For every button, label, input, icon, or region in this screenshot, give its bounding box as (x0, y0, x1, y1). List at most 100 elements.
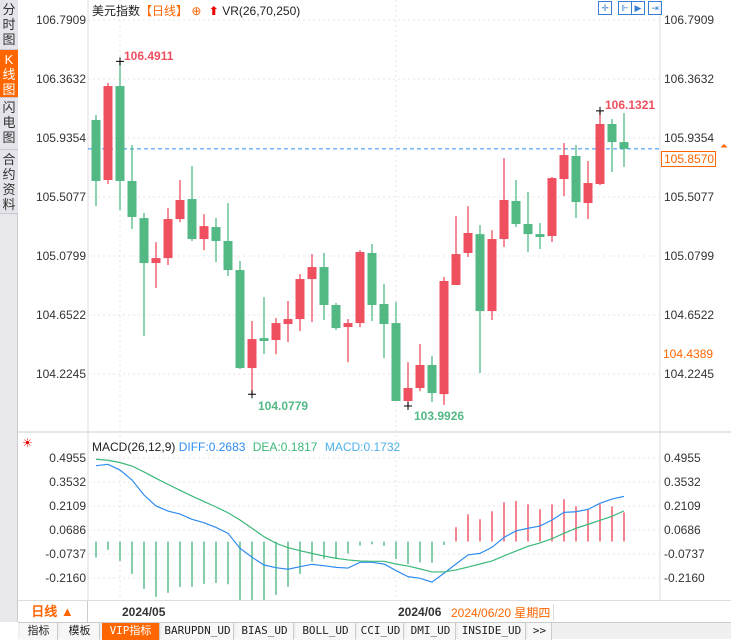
candle-body (607, 124, 617, 143)
candle-body (487, 239, 497, 312)
candle-body (595, 124, 605, 185)
macd-title: MACD(26,12,9) (92, 440, 176, 454)
price-tick-right: 104.2245 (664, 367, 715, 382)
macd-tick-left: 0.2109 (49, 499, 86, 513)
candle-body (211, 227, 221, 241)
macd-tick-left: -0.0737 (45, 547, 86, 561)
candle-body (547, 178, 557, 237)
high-label: 106.4911 (124, 49, 174, 63)
marker-price: 104.4389 (663, 347, 714, 361)
dea-value: DEA:0.1817 (252, 440, 318, 454)
candle-body (379, 304, 389, 325)
price-tick-left: 106.7909 (35, 13, 86, 27)
low-label: 104.0779 (258, 399, 309, 413)
price-tick-right: 106.7909 (664, 13, 715, 27)
candle-body (103, 86, 113, 181)
tab-cci-ud[interactable]: CCI_UD (358, 623, 404, 640)
price-tick-right: 104.6522 (664, 308, 715, 323)
candle-body (223, 240, 233, 271)
candle-body (151, 258, 161, 264)
candle-body (475, 234, 485, 312)
candle-body (175, 200, 185, 220)
cursor-date: 2024/06/20 星期四 (451, 604, 555, 621)
price-tick-left: 105.0799 (35, 249, 86, 264)
add-icon[interactable]: ⊕ (191, 4, 202, 18)
tab-boll-ud[interactable]: BOLL_UD (296, 623, 356, 640)
candle-body (511, 200, 521, 225)
tab-bias-ud[interactable]: BIAS_UD (236, 623, 294, 640)
settings-sun-icon[interactable]: ☀ (22, 436, 33, 450)
candle-body (235, 270, 245, 369)
candle-body (307, 267, 317, 280)
candle-body (139, 218, 149, 264)
price-tick-left: 104.2245 (35, 367, 86, 382)
sidebar-tab-kline[interactable]: K线图 (0, 50, 18, 98)
tab-vip[interactable]: VIP指标 (102, 623, 160, 640)
candle-body (343, 323, 353, 328)
crosshair-icon[interactable]: ✛ (598, 1, 612, 15)
price-tick-left: 104.6522 (35, 308, 86, 323)
macd-tick-left: 0.3532 (49, 475, 86, 489)
macd-tick-right: 0.4955 (664, 451, 701, 465)
date-label: 2024/05 (122, 605, 166, 619)
diff-line (95, 463, 625, 583)
price-tick-right: 105.0799 (664, 249, 715, 264)
tab-inside-ud[interactable]: INSIDE_UD (458, 623, 526, 640)
tab-[interactable]: 指标 (20, 623, 58, 640)
goto-end-icon[interactable]: ⇥ (648, 1, 662, 15)
diff-value: DIFF:0.2683 (178, 440, 246, 454)
extreme-marker (116, 57, 124, 66)
expand-up-icon[interactable]: ⏶ (720, 141, 728, 152)
indicator-tab-bar: 指标 模板 VIP指标 BARUPDN_UD BIAS_UD BOLL_UD CCI_UD D… (18, 622, 731, 640)
macd-legend: MACD(26,12,9) DIFF:0.2683 DEA:0.1817 MAC… (92, 440, 400, 454)
low-label: 103.9926 (414, 409, 465, 423)
sidebar-tab-contract-info[interactable]: 合约资料 (0, 150, 18, 214)
price-tick-left: 105.5077 (35, 190, 86, 205)
candle-body (331, 304, 341, 329)
tab-dmi-ud[interactable]: DMI_UD (406, 623, 456, 640)
candle-body (163, 219, 173, 259)
period-label[interactable]: 【日线】 (140, 4, 189, 18)
current-price-box: 105.8570 (661, 151, 716, 167)
macd-tick-right: -0.2160 (664, 571, 705, 585)
instrument-name: 美元指数 (92, 4, 141, 18)
candle-body (127, 180, 137, 217)
candle-body (271, 323, 281, 341)
price-tick-right: 105.5077 (664, 190, 715, 205)
macd-tick-right: 0.2109 (664, 499, 701, 513)
dea-line (95, 458, 625, 573)
tab-barupdn-ud[interactable]: BARUPDN_UD (162, 623, 234, 640)
candle-body (619, 142, 629, 149)
indicator-label[interactable]: VR(26,70,250) (222, 4, 301, 18)
date-axis: 日线 ▲ 2024/05 2024/06 2024/06/20 星期四 (18, 600, 731, 623)
sidebar-tab-flash[interactable]: 闪电图 (0, 98, 18, 150)
macd-tick-left: 0.4955 (49, 451, 86, 465)
candle-body (391, 323, 401, 402)
extreme-marker (248, 390, 256, 399)
candle-body (451, 254, 461, 285)
zoom-range-icon[interactable]: ⊩ (618, 1, 632, 15)
macd-tick-right: -0.0737 (664, 547, 705, 561)
sidebar-tab-timeshare[interactable]: 分时图 (0, 0, 18, 50)
candle-body (283, 319, 293, 325)
tab-[interactable]: 模板 (60, 623, 100, 640)
extreme-marker (404, 401, 412, 410)
candle-body (115, 86, 125, 181)
price-tick-right: 106.3632 (664, 72, 715, 86)
candle-body (91, 120, 101, 181)
candle-body (559, 155, 569, 180)
play-icon[interactable]: ▶ (631, 1, 645, 15)
candle-body (199, 226, 209, 240)
candle-body (415, 364, 425, 389)
macd-tick-left: -0.2160 (45, 571, 86, 585)
period-selector[interactable]: 日线 ▲ (18, 601, 88, 623)
candle-body (535, 234, 545, 237)
candle-body (187, 199, 197, 240)
candle-body (295, 279, 305, 320)
tab-[interactable]: >> (528, 623, 552, 640)
candle-body (367, 252, 377, 305)
sidebar: 分时图 K线图 闪电图 合约资料 (0, 0, 18, 622)
candle-body (259, 338, 269, 341)
macd-tick-right: 0.3532 (664, 475, 701, 489)
